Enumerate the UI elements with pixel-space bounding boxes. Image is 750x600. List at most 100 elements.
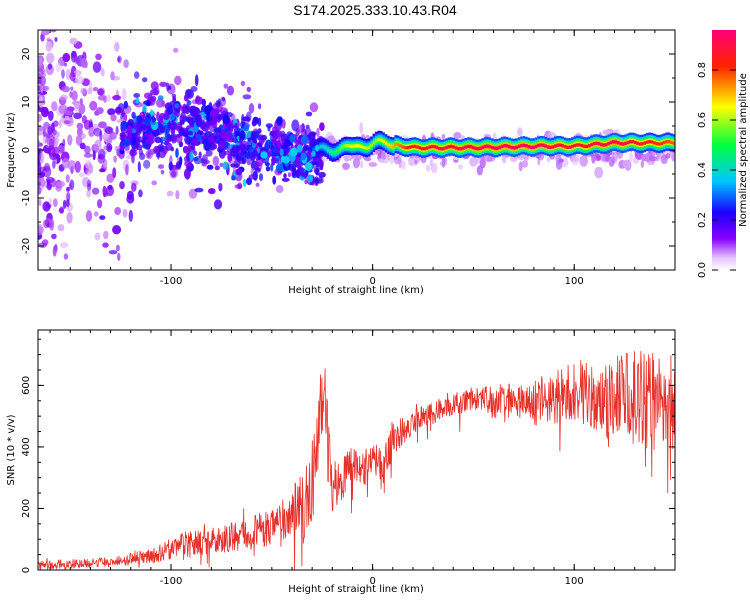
ridge-segment [384,141,388,146]
ridge-segment [619,142,622,146]
ridge-segment [542,143,545,147]
noise-blob [287,172,292,178]
noise-blob [275,185,284,193]
noise-blob [87,183,92,191]
noise-blob [388,154,395,161]
noise-blob [156,98,164,108]
noise-blob [248,103,255,114]
noise-blob [648,155,658,162]
ridge-segment [462,146,465,150]
noise-blob [159,81,168,87]
ridge-segment [435,145,439,150]
noise-blob [38,223,44,236]
dense-blob [121,110,125,118]
dense-blob [174,103,180,109]
dense-blob [155,152,161,158]
ridge-segment [616,141,620,145]
noise-blob [106,143,113,153]
noise-blob [208,188,216,195]
noise-blob [38,106,46,113]
dense-blob [233,159,241,169]
noise-blob [89,100,98,111]
dense-blob [126,125,133,134]
dense-blob [178,105,183,109]
noise-blob [97,95,107,101]
ridge-segment [333,150,337,155]
noise-blob [38,242,47,249]
ridge-segment [597,142,601,146]
spectrogram-marks [38,30,675,261]
dense-blob [233,153,241,161]
noise-blob [104,126,114,134]
ridge-segment [641,142,644,146]
noise-blob [629,151,633,162]
ridge-segment [445,145,448,150]
dense-blob [265,139,272,150]
noise-blob [304,127,312,138]
ridge-segment [348,144,351,148]
noise-blob [79,142,86,150]
ridge-segment [413,144,417,149]
ridge-segment [510,145,514,150]
ridge-segment [411,144,414,149]
ridge-segment [612,140,615,144]
ridge-segment [430,144,434,149]
noise-blob [94,232,101,241]
dense-blob [151,95,157,102]
dense-blob [214,134,222,144]
noise-blob [133,71,140,79]
noise-blob [157,164,165,170]
noise-blob [92,61,102,73]
noise-blob [103,230,109,240]
ridge-segment [573,143,576,148]
noise-blob [83,153,93,158]
noise-blob [57,224,65,232]
colorbar-tick-label: 0.6 [697,112,708,128]
noise-blob [97,153,106,164]
noise-blob [38,186,42,195]
dense-blob [161,136,167,142]
noise-blob [183,168,191,180]
dense-blob [136,124,141,129]
noise-blob [602,129,611,135]
dense-blob [200,158,205,163]
noise-blob [665,153,671,159]
noise-blob [97,199,103,209]
noise-blob [622,160,630,168]
ridge-segment [425,146,429,150]
ridge-segment [505,144,509,148]
noise-blob [128,209,133,222]
dense-blob [136,115,143,125]
colorbar-gradient [712,30,736,270]
ridge-segment [363,145,366,150]
noise-blob [223,83,229,89]
noise-blob [160,169,165,175]
dense-blob [175,148,179,158]
noise-blob [79,172,85,177]
dense-blob [222,161,229,170]
noise-blob [64,62,67,67]
ridge-segment [396,143,400,147]
noise-blob [55,62,62,73]
dense-blob [156,111,160,121]
x-tick-label: -100 [160,276,183,287]
ridge-segment [331,151,335,155]
dense-blob [281,177,290,182]
ridge-segment [370,143,373,148]
dense-blob [246,177,253,186]
dense-blob [157,95,164,101]
dense-blob [120,122,128,127]
ridge-segment [525,144,528,148]
dense-blob [203,106,212,115]
noise-blob [47,63,53,70]
dense-blob [131,111,136,119]
x-tick-label: 100 [565,576,584,587]
ridge-segment [442,146,446,151]
x-tick-label: 0 [369,576,375,587]
noise-blob [640,155,648,161]
dense-blob [295,169,301,179]
ridge-segment [520,143,523,148]
dense-blob [201,98,206,106]
dense-blob [305,124,310,129]
x-tick-label: 0 [369,276,375,287]
